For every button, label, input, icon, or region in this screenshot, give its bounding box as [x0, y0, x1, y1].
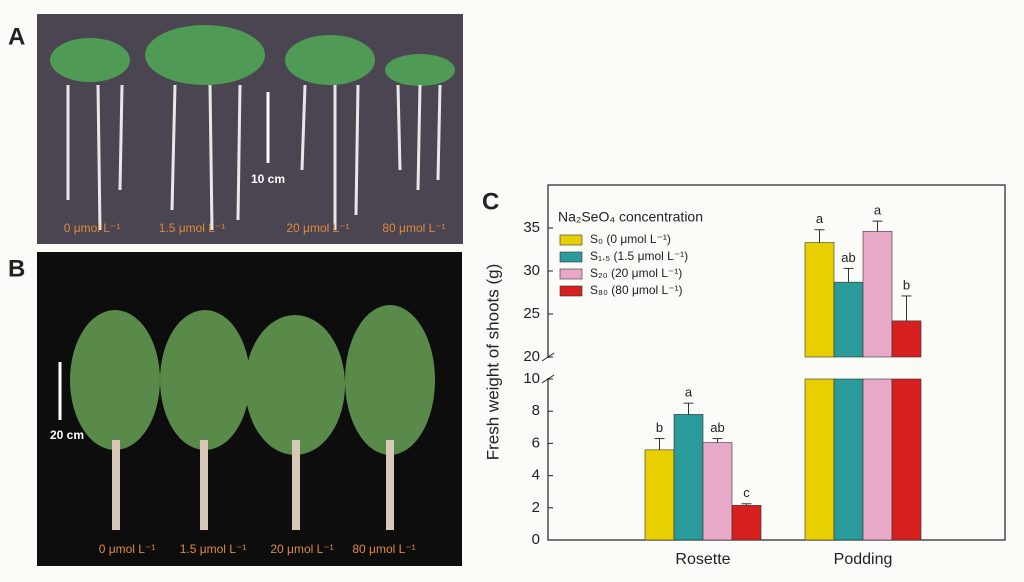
photo-label: 1.5 μmol L⁻¹: [180, 542, 247, 556]
legend-swatch: [559, 251, 583, 263]
legend-label: S₁.₅ (1.5 μmol L⁻¹): [590, 249, 688, 263]
significance-letter: a: [685, 385, 693, 400]
x-tick-label: Rosette: [675, 551, 730, 568]
significance-letter: a: [874, 203, 882, 218]
bar: [702, 442, 733, 541]
significance-letter: a: [816, 211, 824, 226]
legend-label: S₀ (0 μmol L⁻¹): [590, 232, 671, 246]
y-tick-label: 20: [523, 348, 540, 365]
y-tick-label: 25: [523, 305, 540, 322]
bar: [804, 378, 835, 541]
bar: [804, 242, 835, 358]
panel-letter: B: [8, 255, 25, 282]
photo-label: 0 μmol L⁻¹: [99, 542, 156, 556]
significance-letter: b: [903, 277, 910, 292]
photo-label: 20 μmol L⁻¹: [286, 221, 349, 235]
photo-label: 80 μmol L⁻¹: [352, 542, 415, 556]
plants-b: [70, 305, 435, 530]
y-tick-label: 35: [523, 219, 540, 236]
significance-letter: ab: [841, 250, 855, 265]
bar: [833, 378, 864, 541]
legend-label: S₂₀ (20 μmol L⁻¹): [590, 266, 682, 280]
significance-letter: c: [743, 485, 750, 500]
legend-swatch: [559, 285, 583, 297]
y-tick-label: 0: [532, 531, 540, 548]
photo-label: 1.5 μmol L⁻¹: [159, 221, 226, 235]
bar: [731, 505, 762, 541]
y-tick-label: 2: [532, 499, 540, 516]
bar: [673, 414, 704, 541]
plants-a: [50, 25, 455, 231]
panel-letter: C: [482, 188, 499, 215]
panel-letter: A: [8, 23, 25, 50]
legend-swatch: [559, 234, 583, 246]
y-tick-label: 30: [523, 262, 540, 279]
y-tick-label: 8: [532, 402, 540, 419]
y-tick-label: 6: [532, 434, 540, 451]
bar: [644, 449, 675, 541]
significance-letter: ab: [710, 420, 724, 435]
bar: [862, 231, 893, 358]
y-tick-label: 4: [532, 467, 540, 484]
bar: [862, 378, 893, 541]
y-axis-label: Fresh weight of shoots (g): [483, 264, 502, 461]
photo-label: 0 μmol L⁻¹: [64, 221, 121, 235]
scale-label-a: 10 cm: [251, 172, 285, 186]
x-tick-label: Podding: [834, 551, 893, 568]
y-tick-label: 10: [523, 370, 540, 387]
bar: [891, 378, 922, 541]
photo-label: 80 μmol L⁻¹: [382, 221, 445, 235]
legend-swatch: [559, 268, 583, 280]
bar: [891, 320, 922, 358]
legend-title: Na₂SeO₄ concentration: [558, 209, 703, 225]
scale-label-b: 20 cm: [50, 428, 84, 442]
photo-label: 20 μmol L⁻¹: [270, 542, 333, 556]
bar: [833, 281, 864, 358]
legend-label: S₈₀ (80 μmol L⁻¹): [590, 283, 683, 297]
axis-break-gap: [542, 358, 554, 378]
significance-letter: b: [656, 420, 663, 435]
